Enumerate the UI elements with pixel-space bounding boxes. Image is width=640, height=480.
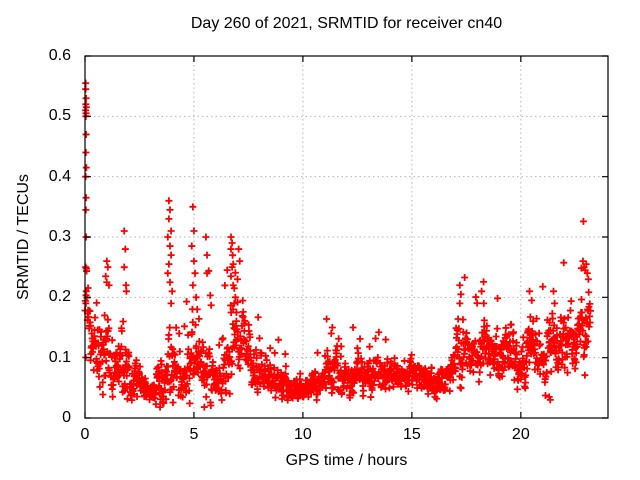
y-tick-label: 0.4 [48, 167, 71, 185]
y-tick-label: 0.3 [48, 228, 71, 245]
x-tick-label: 10 [294, 426, 312, 443]
x-tick-label: 0 [80, 426, 90, 443]
y-tick-label: 0.6 [48, 47, 71, 64]
chart-title: Day 260 of 2021, SRMTID for receiver cn4… [190, 15, 503, 32]
y-tick-label: 0.2 [48, 288, 71, 306]
y-tick-label: 0.5 [48, 107, 71, 125]
x-axis-label: GPS time / hours [285, 452, 408, 469]
x-tick-label: 20 [511, 426, 530, 443]
x-tick-label: 15 [402, 426, 421, 443]
x-tick-label: 5 [189, 426, 199, 443]
y-tick-label: 0 [62, 409, 71, 426]
y-tick-label: 0.1 [48, 348, 71, 366]
